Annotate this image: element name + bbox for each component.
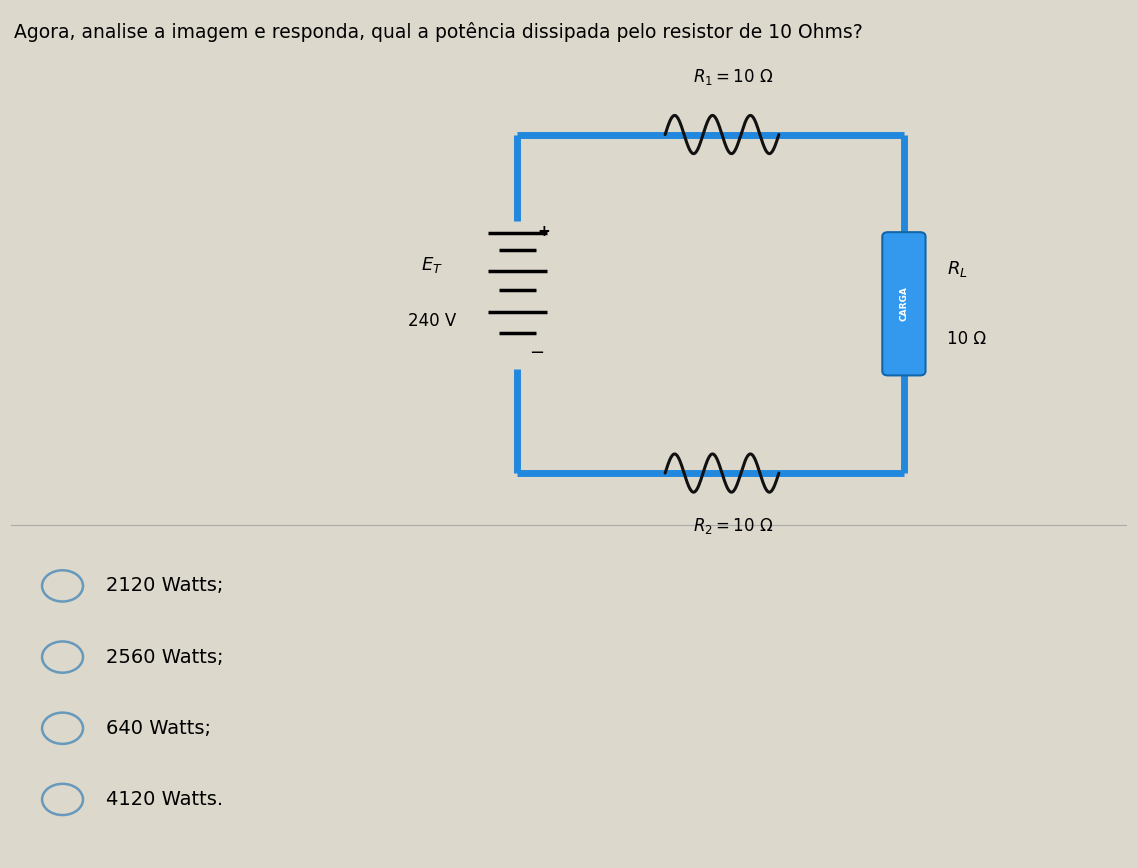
Text: 2560 Watts;: 2560 Watts;	[106, 648, 223, 667]
Text: 10 Ω: 10 Ω	[947, 330, 986, 347]
Text: 240 V: 240 V	[408, 312, 456, 330]
Text: $R_L$: $R_L$	[947, 259, 968, 279]
Text: $R_1=10\ \Omega$: $R_1=10\ \Omega$	[694, 67, 773, 87]
Text: +: +	[538, 224, 550, 240]
FancyBboxPatch shape	[882, 232, 926, 375]
Text: $R_2=10\ \Omega$: $R_2=10\ \Omega$	[694, 516, 773, 536]
Text: −: −	[529, 345, 543, 362]
Text: Agora, analise a imagem e responda, qual a potência dissipada pelo resistor de 1: Agora, analise a imagem e responda, qual…	[14, 22, 862, 42]
Text: 4120 Watts.: 4120 Watts.	[106, 790, 223, 809]
Text: CARGA: CARGA	[899, 286, 908, 321]
Text: $E_T$: $E_T$	[421, 254, 443, 275]
Text: 640 Watts;: 640 Watts;	[106, 719, 210, 738]
Text: 2120 Watts;: 2120 Watts;	[106, 576, 223, 595]
